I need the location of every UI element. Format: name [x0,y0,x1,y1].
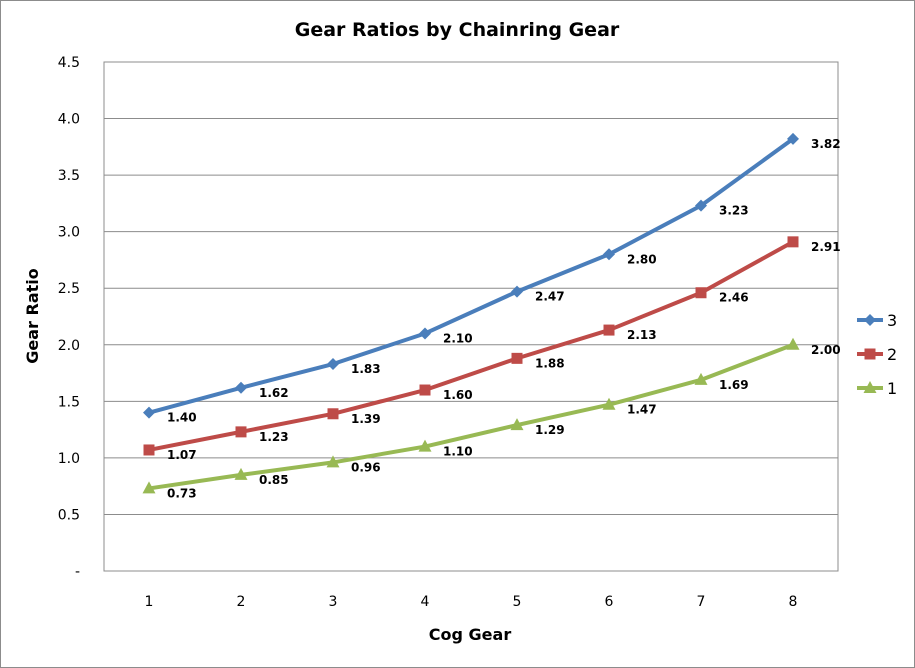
data-point [695,199,707,212]
series-2: 1.07 1.23 1.39 1.60 1.88 2.13 2.46 2.91 [143,236,841,462]
data-point [787,236,799,248]
data-label: 1.88 [535,356,565,370]
data-point [787,132,799,145]
data-label: 3.23 [719,204,749,218]
data-label: 2.10 [443,331,473,345]
series-line [147,136,795,415]
data-point [419,384,431,396]
series-1: 0.73 0.85 0.96 1.10 1.29 1.47 1.69 2.00 [142,337,841,500]
y-tick-label: 4.0 [58,112,80,128]
data-label: 2.00 [811,343,841,357]
data-label: 1.10 [443,445,473,459]
legend-label: 2 [887,345,897,364]
x-tick-label: 4 [421,594,430,610]
data-point [418,439,432,452]
x-tick-label: 2 [237,594,246,610]
data-label: 1.83 [351,362,381,376]
data-point [602,397,616,410]
data-label: 1.69 [719,378,749,392]
y-tick-label: 1.0 [58,451,80,467]
series-line [147,239,795,452]
series-group: 1.40 1.62 1.83 2.10 2.47 2.80 3.23 3.82 1.07 1.23… [142,132,841,500]
data-label: 2.46 [719,291,749,305]
y-tick-label: - [75,564,80,580]
data-label: 0.73 [167,486,197,500]
legend-label: 3 [887,311,897,330]
data-point [510,418,524,431]
data-point [234,467,248,480]
data-point [603,324,615,336]
data-point [694,372,708,385]
data-label: 2.13 [627,328,657,342]
data-label: 1.62 [259,386,289,400]
y-tick-label: 1.5 [58,394,80,410]
data-point [695,287,707,299]
legend-marker [864,314,876,326]
data-point [143,406,155,419]
data-point [143,444,155,456]
legend-item: 3 [857,311,897,330]
data-point [327,358,339,371]
series-line [147,342,795,491]
x-tick-label: 8 [789,594,798,610]
data-label: 1.23 [259,430,289,444]
data-label: 1.60 [443,388,473,402]
data-label: 1.39 [351,412,381,426]
x-tick-label: 1 [145,594,154,610]
legend-label: 1 [887,379,897,398]
x-axis-title: Cog Gear [429,625,512,644]
y-tick-label: 2.5 [58,281,80,297]
y-tick-label: 3.5 [58,168,80,184]
data-point [326,455,340,468]
data-label: 1.40 [167,411,197,425]
data-point [419,327,431,340]
legend: 3 2 1 [857,311,897,398]
data-point [142,481,156,494]
y-tick-label: 0.5 [58,507,80,523]
data-point [327,408,339,420]
chart-title: Gear Ratios by Chainring Gear [295,19,620,41]
data-point [235,381,247,394]
legend-marker [864,348,876,360]
data-label: 2.47 [535,290,565,304]
data-point [235,426,247,438]
series-3: 1.40 1.62 1.83 2.10 2.47 2.80 3.23 3.82 [143,132,841,425]
data-point [511,285,523,298]
data-point [603,248,615,261]
legend-marker [863,381,877,393]
x-tick-label: 3 [329,594,338,610]
data-label: 3.82 [811,137,841,151]
y-tick-label: 2.0 [58,338,80,354]
y-axis-title: Gear Ratio [23,268,42,363]
data-label: 2.80 [627,252,657,266]
data-point [511,352,523,364]
data-label: 1.47 [627,403,657,417]
y-tick-label: 3.0 [58,225,80,241]
data-label: 0.85 [259,473,289,487]
plot-area-border [103,61,839,572]
data-label: 1.07 [167,448,197,462]
legend-item: 2 [857,345,897,364]
x-tick-label: 5 [513,594,522,610]
x-tick-label: 6 [605,594,614,610]
x-tick-label: 7 [697,594,706,610]
x-axis-ticks: 1 2 3 4 5 6 7 8 [145,594,798,610]
data-label: 1.29 [535,423,565,437]
legend-item: 1 [857,379,897,398]
data-point [786,337,800,350]
data-label: 2.91 [811,240,841,254]
y-axis-ticks: - 0.5 1.0 1.5 2.0 2.5 3.0 3.5 4.0 4.5 [58,55,80,580]
y-tick-label: 4.5 [58,55,80,71]
data-label: 0.96 [351,460,381,474]
